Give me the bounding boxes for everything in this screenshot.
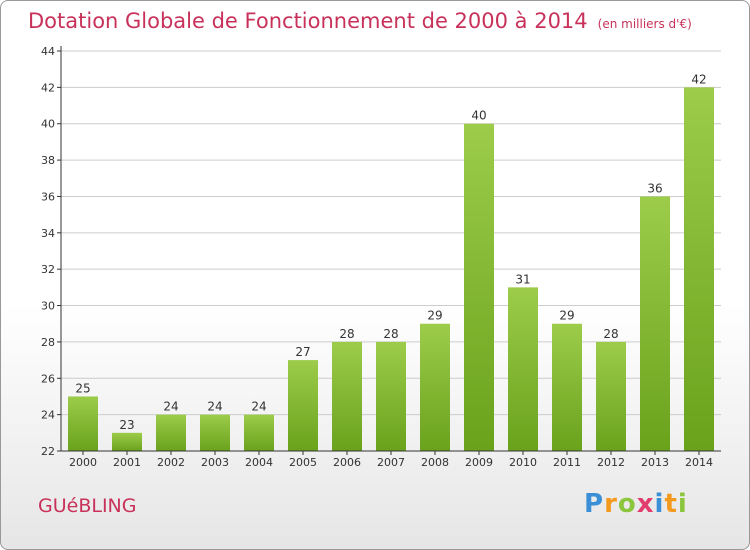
bar: [200, 414, 230, 451]
chart-title: Dotation Globale de Fonctionnement de 20…: [28, 9, 692, 33]
x-tick-label: 2006: [333, 456, 361, 469]
logo-letter: o: [617, 489, 637, 519]
bar: [420, 323, 450, 451]
logo-letter: r: [604, 489, 618, 519]
x-tick-label: 2008: [421, 456, 449, 469]
x-tick-label: 2012: [597, 456, 625, 469]
data-label: 29: [427, 309, 442, 323]
logo-letter: i: [677, 489, 688, 519]
y-tick-label: 32: [41, 263, 55, 276]
data-label: 27: [295, 345, 310, 359]
data-label: 36: [647, 181, 662, 195]
logo-letter: P: [584, 489, 605, 519]
x-tick-label: 2003: [201, 456, 229, 469]
data-label: 23: [119, 418, 134, 432]
y-tick-label: 38: [41, 154, 55, 167]
data-label: 24: [251, 400, 266, 414]
x-tick-label: 2010: [509, 456, 537, 469]
data-label: 28: [339, 327, 354, 341]
x-tick-label: 2009: [465, 456, 493, 469]
y-tick-label: 42: [41, 81, 55, 94]
bar: [332, 341, 362, 451]
bar: [508, 287, 538, 451]
data-label: 31: [515, 272, 530, 286]
axes: [57, 46, 721, 455]
logo-letter: x: [636, 489, 655, 519]
y-tick-label: 30: [41, 300, 55, 313]
bar: [596, 341, 626, 451]
x-tick-label: 2002: [157, 456, 185, 469]
y-tick-label: 34: [41, 227, 55, 240]
bar: [684, 87, 714, 451]
data-label: 29: [559, 309, 574, 323]
y-tick-label: 28: [41, 336, 55, 349]
bar: [68, 396, 98, 451]
proxiti-logo: Proxiti: [584, 489, 688, 519]
bar: [244, 414, 274, 451]
logo-letter: t: [664, 489, 678, 519]
x-tick-label: 2000: [69, 456, 97, 469]
bar: [640, 196, 670, 451]
commune-name: GUéBLING: [38, 495, 137, 517]
chart-subtitle: (en milliers d'€): [597, 17, 692, 31]
data-label: 42: [691, 72, 706, 86]
x-tick-label: 2014: [685, 456, 713, 469]
x-tick-label: 2004: [245, 456, 273, 469]
x-tick-label: 2005: [289, 456, 317, 469]
y-tick-label: 24: [41, 409, 55, 422]
y-tick-label: 44: [41, 45, 55, 58]
x-tick-label: 2001: [113, 456, 141, 469]
bar: [112, 432, 142, 451]
bar: [156, 414, 186, 451]
chart-title-text: Dotation Globale de Fonctionnement de 20…: [28, 9, 588, 33]
data-label: 28: [383, 327, 398, 341]
y-tick-label: 36: [41, 190, 55, 203]
logo-letter: i: [654, 489, 665, 519]
data-label: 40: [471, 109, 486, 123]
data-label: 25: [75, 381, 90, 395]
bar: [376, 341, 406, 451]
x-tick-label: 2007: [377, 456, 405, 469]
labels: 22 24 26 28 30 32 34 36 38 40 42 44 25 2000 23 2001 24 20…: [41, 45, 713, 469]
y-tick-label: 40: [41, 118, 55, 131]
x-tick-label: 2013: [641, 456, 669, 469]
data-label: 24: [207, 400, 222, 414]
y-tick-label: 22: [41, 445, 55, 458]
data-label: 24: [163, 400, 178, 414]
data-label: 28: [603, 327, 618, 341]
x-tick-label: 2011: [553, 456, 581, 469]
bar: [464, 123, 494, 452]
bar: [288, 360, 318, 451]
y-tick-label: 26: [41, 372, 55, 385]
bar: [552, 323, 582, 451]
bars: [68, 87, 714, 452]
